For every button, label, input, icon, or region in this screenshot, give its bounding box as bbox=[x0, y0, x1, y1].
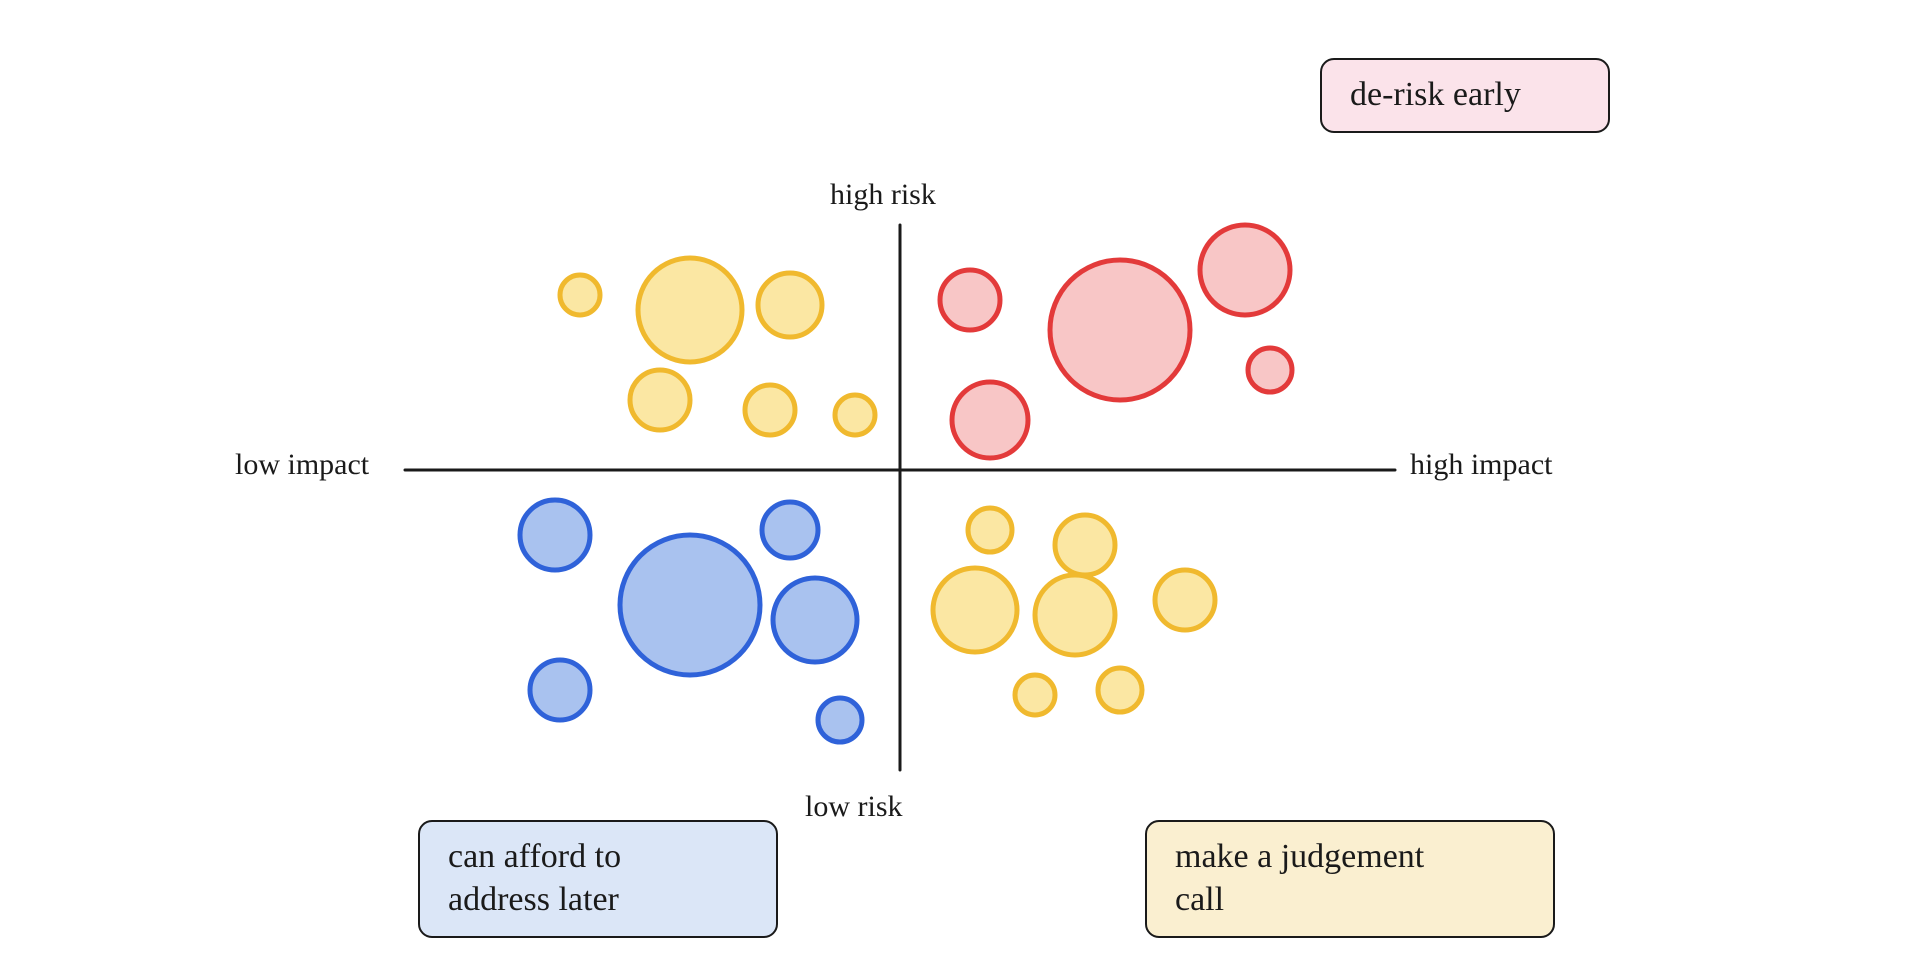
bubble bbox=[520, 500, 590, 570]
bubble bbox=[530, 660, 590, 720]
bubble bbox=[1055, 515, 1115, 575]
bubbles-top-right bbox=[940, 225, 1292, 458]
bubble bbox=[1035, 575, 1115, 655]
axis-label-left: low impact bbox=[235, 448, 369, 482]
quadrant-canvas bbox=[0, 0, 1919, 966]
bubble bbox=[620, 535, 760, 675]
bubble bbox=[1098, 668, 1142, 712]
bubble bbox=[762, 502, 818, 558]
bubble bbox=[940, 270, 1000, 330]
callout-text: de-risk early bbox=[1350, 76, 1521, 113]
callout-text: make a judgementcall bbox=[1175, 838, 1424, 918]
bubble bbox=[1015, 675, 1055, 715]
bubble bbox=[773, 578, 857, 662]
bubble bbox=[835, 395, 875, 435]
callout-text: can afford toaddress later bbox=[448, 838, 621, 918]
bubble bbox=[1248, 348, 1292, 392]
bubbles-bottom-left bbox=[520, 500, 862, 742]
callout-judgement-call: make a judgementcall bbox=[1145, 820, 1555, 938]
bubble bbox=[638, 258, 742, 362]
axis-label-top: high risk bbox=[830, 178, 936, 212]
bubble bbox=[758, 273, 822, 337]
bubble bbox=[560, 275, 600, 315]
bubble bbox=[933, 568, 1017, 652]
bubble bbox=[952, 382, 1028, 458]
bubble bbox=[1155, 570, 1215, 630]
bubble bbox=[745, 385, 795, 435]
callout-de-risk-early: de-risk early bbox=[1320, 58, 1610, 133]
bubbles-bottom-right bbox=[933, 508, 1215, 715]
bubble bbox=[968, 508, 1012, 552]
bubbles-top-left bbox=[560, 258, 875, 435]
axis-label-right: high impact bbox=[1410, 448, 1552, 482]
callout-address-later: can afford toaddress later bbox=[418, 820, 778, 938]
diagram-stage: high risk low risk low impact high impac… bbox=[0, 0, 1919, 966]
bubble bbox=[630, 370, 690, 430]
bubble bbox=[1200, 225, 1290, 315]
bubble bbox=[818, 698, 862, 742]
bubble bbox=[1050, 260, 1190, 400]
axis-label-bottom: low risk bbox=[805, 790, 903, 824]
